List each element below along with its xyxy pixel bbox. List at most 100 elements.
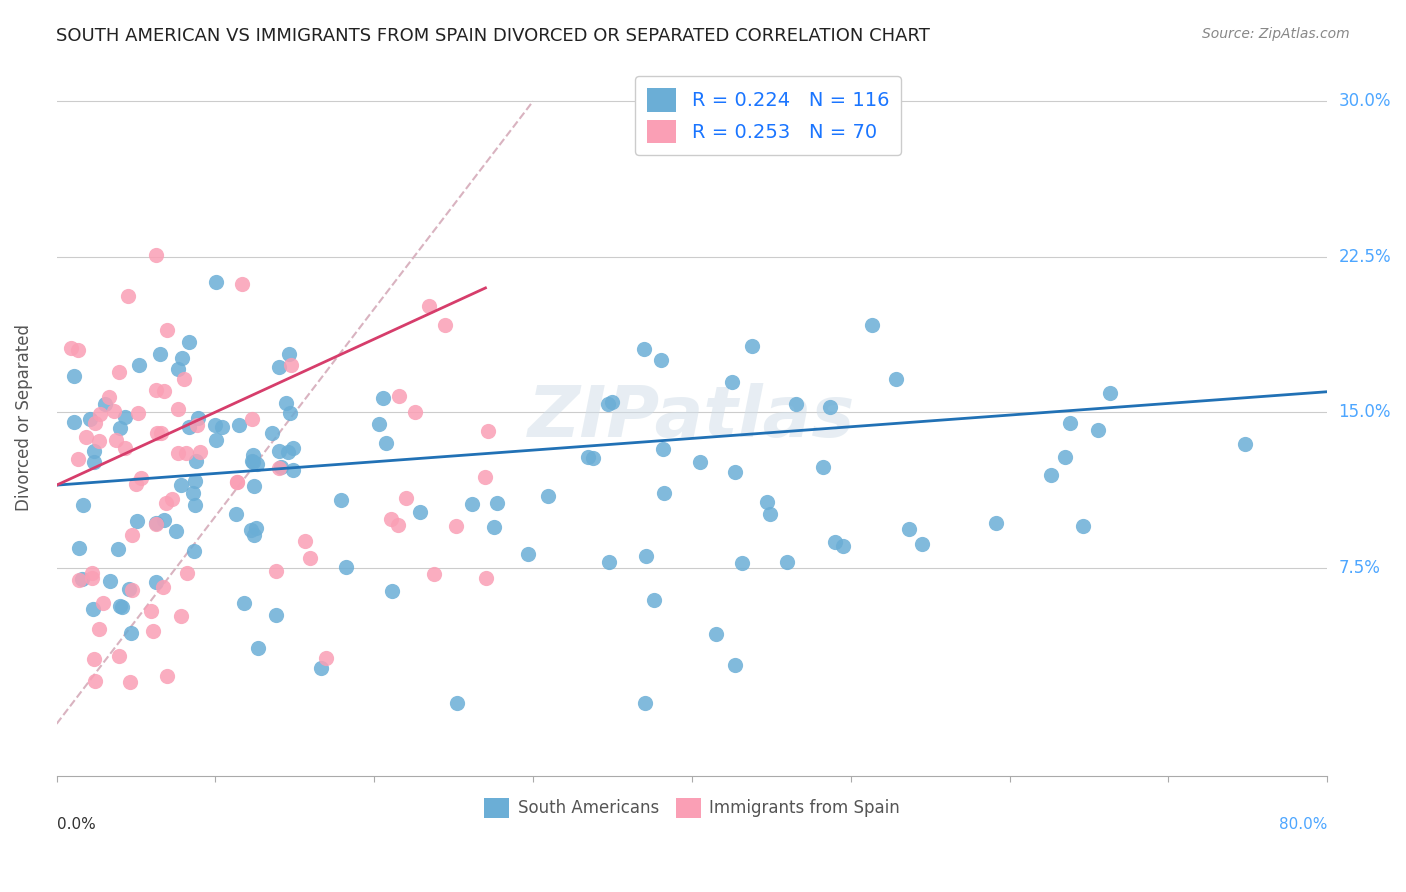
Point [120, 626, 142, 640]
Point [121, 528, 143, 542]
Point [600, 395, 623, 409]
Point [243, 528, 266, 542]
Point [228, 418, 250, 433]
Point [177, 420, 200, 434]
Point [93, 397, 115, 411]
Point [146, 425, 169, 440]
Point [537, 488, 560, 502]
Point [246, 458, 269, 472]
Point [108, 420, 131, 434]
Point [652, 442, 675, 457]
Point [986, 516, 1008, 531]
Point [475, 571, 498, 585]
Point [91, 596, 114, 610]
Point [232, 596, 254, 610]
Point [741, 338, 763, 352]
Point [108, 649, 131, 664]
Point [242, 448, 264, 462]
Point [166, 402, 188, 417]
Point [281, 442, 304, 456]
Point [211, 420, 233, 434]
Point [598, 555, 620, 569]
Point [75, 430, 97, 444]
Point [165, 524, 187, 538]
Point [83, 454, 105, 468]
Point [652, 485, 675, 500]
Point [167, 362, 190, 376]
Point [298, 550, 321, 565]
Point [461, 496, 484, 510]
Point [145, 575, 167, 590]
Text: 7.5%: 7.5% [1339, 559, 1381, 577]
Point [153, 513, 176, 527]
Point [145, 517, 167, 532]
Point [280, 358, 302, 372]
Point [70, 572, 93, 586]
Point [204, 418, 226, 433]
Point [184, 499, 207, 513]
Point [89, 407, 111, 421]
Point [911, 537, 934, 551]
Text: 15.0%: 15.0% [1339, 403, 1391, 422]
Point [186, 418, 208, 433]
Point [486, 496, 509, 510]
Point [824, 535, 846, 549]
Point [225, 507, 247, 521]
Legend: South Americans, Immigrants from Spain: South Americans, Immigrants from Spain [478, 791, 907, 825]
Text: 0.0%: 0.0% [56, 817, 96, 832]
Point [114, 441, 136, 455]
Point [598, 397, 620, 411]
Point [422, 566, 444, 581]
Point [294, 534, 316, 549]
Point [63, 415, 86, 429]
Point [118, 675, 141, 690]
Point [517, 547, 540, 561]
Point [160, 491, 183, 506]
Point [149, 347, 172, 361]
Point [89, 623, 111, 637]
Point [127, 514, 149, 528]
Point [240, 453, 263, 467]
Point [80, 566, 103, 580]
Point [118, 582, 141, 596]
Point [1054, 450, 1077, 464]
Point [724, 657, 747, 672]
Point [240, 412, 263, 426]
Point [264, 565, 287, 579]
Point [174, 446, 197, 460]
Point [242, 455, 264, 469]
Point [264, 608, 287, 623]
Point [60, 341, 83, 355]
Point [335, 559, 357, 574]
Point [689, 455, 711, 469]
Text: 80.0%: 80.0% [1279, 817, 1327, 832]
Point [179, 334, 201, 349]
Point [107, 542, 129, 557]
Point [131, 471, 153, 485]
Point [231, 277, 253, 292]
Point [98, 574, 121, 588]
Point [170, 478, 193, 492]
Point [704, 627, 727, 641]
Point [184, 454, 207, 468]
Point [394, 491, 416, 505]
Text: 30.0%: 30.0% [1339, 92, 1391, 110]
Point [418, 299, 440, 313]
Point [84, 416, 107, 430]
Point [811, 459, 834, 474]
Point [155, 496, 177, 510]
Point [474, 470, 496, 484]
Point [226, 475, 249, 489]
Point [582, 451, 605, 466]
Point [152, 580, 174, 594]
Point [183, 543, 205, 558]
Point [103, 404, 125, 418]
Point [72, 499, 94, 513]
Point [444, 519, 467, 533]
Point [785, 397, 807, 411]
Point [1098, 385, 1121, 400]
Point [187, 411, 209, 425]
Point [818, 401, 841, 415]
Point [173, 371, 195, 385]
Point [176, 566, 198, 581]
